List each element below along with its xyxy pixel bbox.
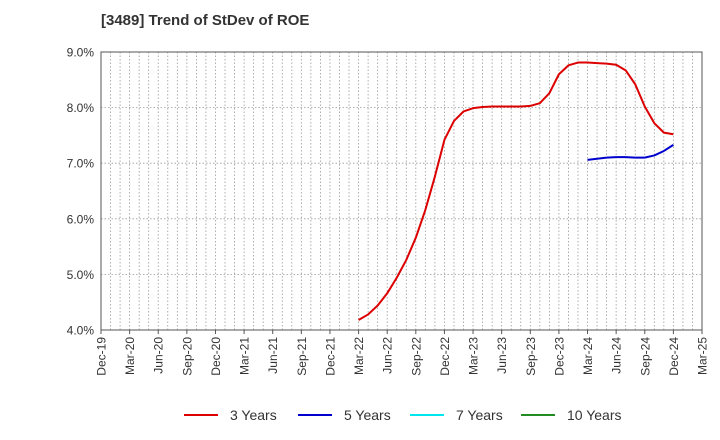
x-tick-label: Dec-24 — [667, 337, 681, 376]
x-tick-label: Sep-20 — [180, 337, 194, 376]
legend-swatch — [184, 414, 218, 416]
plot-area — [101, 52, 702, 330]
x-tick-label: Jun-22 — [381, 337, 395, 374]
legend-label: 3 Years — [230, 407, 277, 423]
x-tick-label: Dec-20 — [209, 337, 223, 376]
x-tick-label: Jun-24 — [610, 337, 624, 374]
x-tick-label: Jun-21 — [266, 337, 280, 374]
x-tick-label: Sep-24 — [638, 337, 652, 376]
y-tick-labels: 4.0% 5.0% 6.0% 7.0% 8.0% 9.0% — [67, 46, 95, 338]
series-line-5-years — [587, 144, 674, 161]
chart-svg: 4.0% 5.0% 6.0% 7.0% 8.0% 9.0% Dec-19 Mar-20 Jun… — [67, 46, 710, 376]
axes — [100, 51, 703, 331]
legend-swatch — [521, 414, 555, 416]
legend-label: 10 Years — [567, 407, 622, 423]
y-tick-label: 9.0% — [67, 46, 95, 60]
plot-background — [101, 52, 702, 330]
legend-item: 7 Years — [410, 404, 503, 426]
x-tick-label: Mar-25 — [696, 337, 710, 375]
x-tick-label: Mar-22 — [352, 337, 366, 375]
x-tick-label: Dec-22 — [438, 337, 452, 376]
x-tick-label: Dec-19 — [95, 337, 109, 376]
x-tick-label: Mar-24 — [581, 337, 595, 375]
y-tick-label: 8.0% — [67, 101, 95, 115]
x-tick-label: Dec-21 — [323, 337, 337, 376]
series-lines — [358, 61, 674, 321]
x-tick-labels: Dec-19 Mar-20 Jun-20 Sep-20 Dec-20 Mar-21 Jun-… — [95, 330, 710, 376]
y-tick-label: 5.0% — [67, 268, 95, 282]
legend-item: 10 Years — [521, 404, 622, 426]
x-tick-label: Sep-21 — [295, 337, 309, 376]
vertical-gridlines — [110, 52, 693, 330]
legend-item: 3 Years — [184, 404, 277, 426]
x-tick-label: Mar-23 — [467, 337, 481, 375]
x-tick-label: Dec-23 — [552, 337, 566, 376]
y-tick-label: 7.0% — [67, 157, 95, 171]
x-tick-label: Jun-23 — [495, 337, 509, 374]
legend-item: 5 Years — [298, 404, 391, 426]
chart-title: [3489] Trend of StDev of ROE — [101, 12, 310, 29]
x-tick-label: Sep-23 — [524, 337, 538, 376]
series-line-3-years — [358, 61, 674, 321]
x-tick-label: Sep-22 — [409, 337, 423, 376]
legend-label: 7 Years — [456, 407, 503, 423]
y-tick-label: 6.0% — [67, 212, 95, 226]
y-tick-label: 4.0% — [67, 324, 95, 338]
legend-label: 5 Years — [344, 407, 391, 423]
legend-swatch — [410, 414, 444, 416]
x-tick-label: Mar-21 — [238, 337, 252, 375]
legend: 3 Years 5 Years 7 Years 10 Years — [0, 404, 720, 426]
x-tick-label: Mar-20 — [123, 337, 137, 375]
plot-border — [100, 51, 703, 331]
legend-swatch — [298, 414, 332, 416]
x-tick-label: Jun-20 — [152, 337, 166, 374]
